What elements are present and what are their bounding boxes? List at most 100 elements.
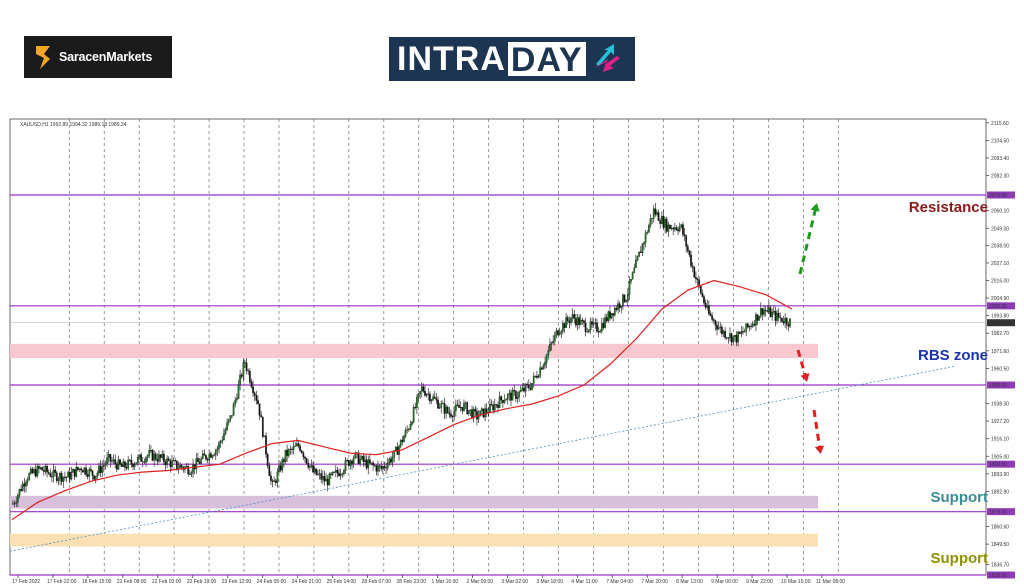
signal-arrow-down	[812, 409, 822, 451]
candle-body	[740, 331, 743, 334]
candle-body	[503, 400, 506, 403]
candle-body	[172, 460, 175, 462]
candle-body	[497, 404, 499, 408]
candle-body	[177, 467, 180, 469]
level-tag-label: 2070.00	[989, 193, 1007, 199]
candle-body	[140, 454, 142, 462]
candle-body	[661, 216, 663, 224]
candle-body	[99, 465, 102, 473]
candle-body	[77, 466, 79, 470]
candle-body	[536, 375, 538, 378]
candle-body	[150, 450, 152, 452]
candle-body	[588, 329, 590, 332]
candle-body	[409, 424, 412, 430]
candle-body	[704, 302, 707, 308]
candle-body	[326, 478, 329, 486]
x-tick-label: 7 Mar 20:00	[641, 579, 668, 585]
candle-body	[15, 501, 18, 504]
candle-body	[552, 341, 555, 343]
candle-body	[127, 459, 130, 469]
candle-body	[743, 331, 746, 333]
candle-body	[210, 453, 212, 458]
candle-body	[670, 227, 673, 229]
candle-body	[404, 430, 407, 437]
candle-body	[190, 472, 193, 475]
candle-body	[527, 384, 530, 389]
candle-body	[623, 294, 626, 302]
candle-body	[122, 461, 125, 467]
candle-body	[383, 466, 386, 468]
candle-body	[232, 403, 235, 416]
candle-body	[312, 465, 314, 473]
candle-body	[239, 374, 241, 385]
candle-body	[703, 296, 705, 304]
candle-body	[236, 398, 238, 401]
candle-body	[51, 476, 53, 478]
x-tick-label: 24 Feb 05:00	[257, 579, 287, 585]
x-tick-label: 17 Feb 22:00	[47, 579, 77, 585]
level-tag-label: 1900.00	[989, 462, 1007, 468]
candle-body	[201, 453, 204, 459]
candle-body	[725, 337, 728, 339]
candle-body	[330, 473, 332, 475]
candle-body	[427, 393, 430, 395]
y-tick-label: 2049.00	[991, 226, 1009, 232]
candle-body	[519, 390, 522, 393]
candle-body	[485, 408, 488, 413]
zone-support-2	[10, 533, 818, 547]
level-tag	[987, 508, 1015, 516]
signal-arrowhead-up	[810, 203, 820, 212]
candle-body	[453, 410, 456, 418]
y-tick-label: 2016.00	[991, 279, 1009, 285]
moving-average-group	[11, 279, 793, 521]
candle-body	[581, 319, 584, 322]
candle-body	[622, 294, 624, 307]
candle-body	[20, 489, 22, 491]
candle-body	[261, 417, 264, 437]
candle-body	[508, 392, 511, 395]
candle-body	[163, 453, 165, 462]
candle-body	[141, 461, 144, 463]
candle-body	[583, 320, 585, 323]
candle-body	[253, 392, 256, 396]
moving-average-line	[11, 279, 793, 521]
candle-body	[21, 483, 24, 491]
y-tick-label: 2027.10	[991, 261, 1009, 267]
candle-body	[320, 473, 323, 480]
candle-body	[336, 470, 339, 474]
candle-body	[370, 462, 373, 464]
candle-body	[308, 465, 311, 468]
candle-body	[112, 459, 115, 462]
candle-body	[420, 386, 423, 392]
candle-body	[558, 333, 561, 335]
candle-body	[151, 450, 154, 461]
zone-rbs	[10, 343, 818, 359]
candle-body	[545, 354, 548, 363]
candle-body	[772, 311, 775, 313]
candle-body	[474, 408, 477, 412]
candle-body	[135, 462, 138, 465]
candle-body	[276, 471, 279, 483]
candle-body	[120, 464, 123, 467]
candle-body	[283, 459, 285, 462]
candle-body	[763, 309, 765, 315]
candle-body	[443, 403, 446, 414]
candle-body	[677, 229, 679, 232]
y-tick-label: 1836.70	[991, 562, 1009, 568]
y-tick-label: 1893.90	[991, 472, 1009, 478]
candle-body	[698, 279, 701, 287]
candle-body	[758, 316, 761, 321]
candle-body	[626, 294, 629, 301]
candle-body	[724, 330, 726, 338]
candle-body	[242, 362, 245, 377]
candle-body	[67, 471, 70, 478]
y-tick-label: 1960.50	[991, 366, 1009, 372]
current-price-tag	[987, 319, 1015, 327]
candle-body	[433, 396, 436, 399]
candle-body	[318, 473, 321, 475]
candle-body	[42, 470, 45, 472]
candle-body	[90, 469, 92, 471]
x-tick-label: 1 Mar 16:00	[431, 579, 458, 585]
x-tick-label: 2 Mar 09:00	[466, 579, 493, 585]
candle-body	[107, 454, 110, 458]
